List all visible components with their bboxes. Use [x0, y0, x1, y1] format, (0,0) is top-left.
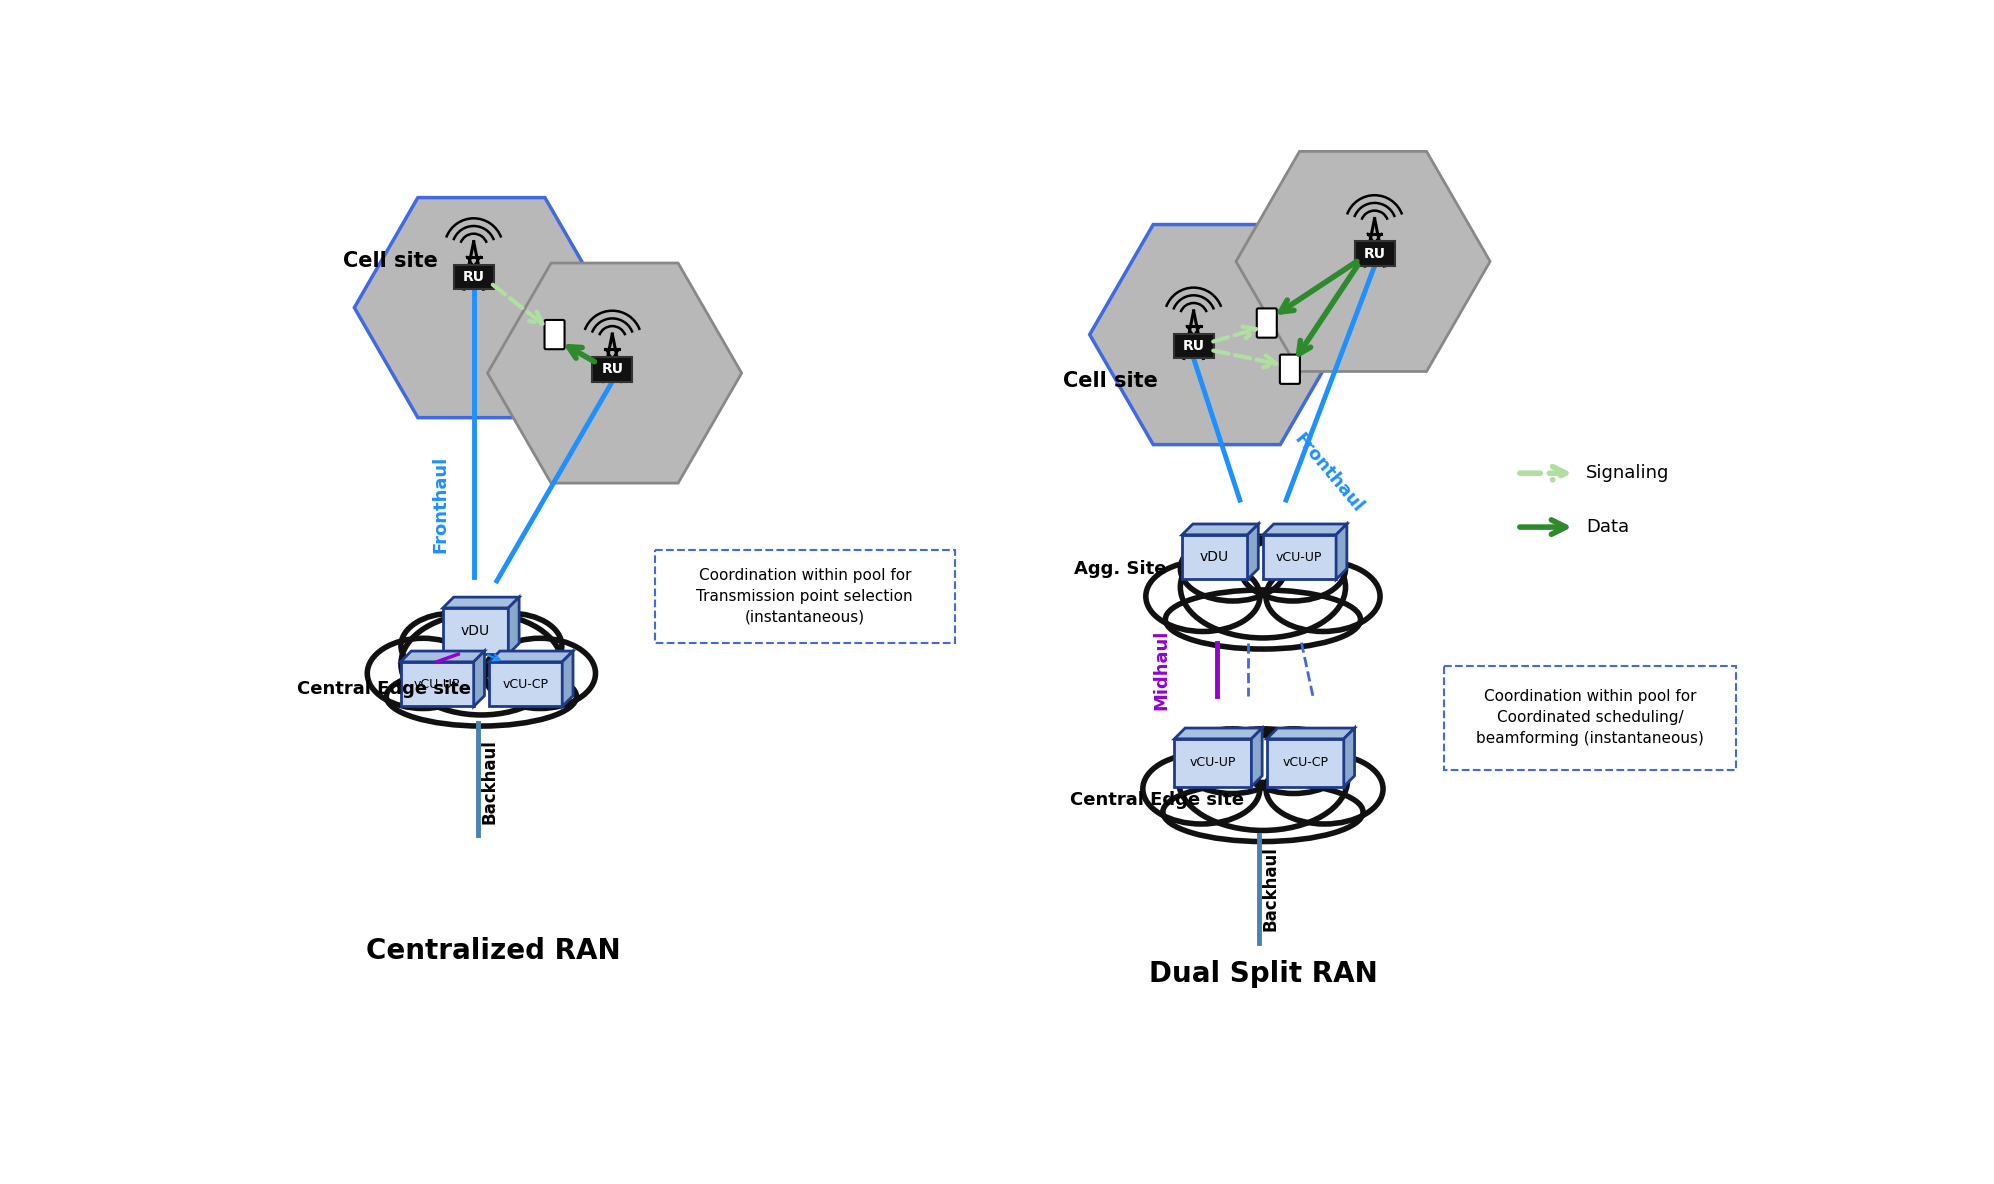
- Text: vCU-UP: vCU-UP: [1276, 551, 1322, 564]
- Ellipse shape: [1180, 536, 1346, 638]
- Text: vCU-CP: vCU-CP: [502, 677, 548, 690]
- Text: RU: RU: [1182, 339, 1204, 353]
- Ellipse shape: [401, 613, 562, 715]
- Polygon shape: [489, 651, 572, 662]
- FancyBboxPatch shape: [1256, 308, 1276, 337]
- Polygon shape: [1236, 152, 1490, 372]
- Polygon shape: [455, 264, 495, 289]
- Polygon shape: [1266, 739, 1344, 786]
- Polygon shape: [562, 651, 572, 707]
- Ellipse shape: [1147, 561, 1260, 631]
- Ellipse shape: [1163, 783, 1364, 842]
- Ellipse shape: [387, 667, 576, 726]
- Ellipse shape: [367, 638, 479, 708]
- Ellipse shape: [1178, 729, 1348, 830]
- Text: Central Edge site: Central Edge site: [297, 680, 471, 697]
- FancyBboxPatch shape: [654, 551, 955, 643]
- Polygon shape: [401, 651, 485, 662]
- Polygon shape: [1174, 739, 1252, 786]
- Polygon shape: [489, 263, 742, 483]
- Ellipse shape: [1266, 754, 1384, 824]
- Text: vCU-UP: vCU-UP: [1190, 757, 1236, 770]
- Text: Fronthaul: Fronthaul: [1290, 430, 1366, 516]
- Text: Cell site: Cell site: [1063, 371, 1159, 391]
- Text: vDU: vDU: [1200, 551, 1228, 564]
- Polygon shape: [355, 198, 608, 418]
- Polygon shape: [1252, 728, 1262, 786]
- Polygon shape: [489, 662, 562, 707]
- Ellipse shape: [1164, 590, 1360, 649]
- Polygon shape: [1354, 242, 1394, 266]
- Polygon shape: [1182, 535, 1248, 579]
- Polygon shape: [1248, 525, 1258, 579]
- Polygon shape: [1336, 525, 1346, 579]
- Text: Coordination within pool for
Transmission point selection
(instantaneous): Coordination within pool for Transmissio…: [696, 568, 913, 625]
- Text: Backhaul: Backhaul: [1262, 847, 1280, 932]
- Text: Fronthaul: Fronthaul: [431, 456, 449, 553]
- Ellipse shape: [459, 613, 562, 678]
- Polygon shape: [1262, 525, 1346, 535]
- Polygon shape: [475, 651, 485, 707]
- FancyBboxPatch shape: [1444, 665, 1737, 770]
- Text: RU: RU: [463, 270, 485, 284]
- Text: vDU: vDU: [461, 624, 491, 638]
- Polygon shape: [443, 607, 508, 654]
- Text: RU: RU: [602, 362, 624, 377]
- Text: Dual Split RAN: Dual Split RAN: [1149, 960, 1378, 987]
- Ellipse shape: [485, 638, 596, 708]
- FancyBboxPatch shape: [1280, 354, 1300, 384]
- Ellipse shape: [1143, 754, 1260, 824]
- Text: Signaling: Signaling: [1587, 464, 1669, 482]
- Text: Data: Data: [1587, 519, 1629, 536]
- Ellipse shape: [1266, 561, 1380, 631]
- Polygon shape: [401, 662, 475, 707]
- Text: RU: RU: [1364, 246, 1386, 260]
- Ellipse shape: [1178, 729, 1286, 793]
- Polygon shape: [1182, 525, 1258, 535]
- Text: Coordination within pool for
Coordinated scheduling/
beamforming (instantaneous): Coordination within pool for Coordinated…: [1476, 689, 1705, 746]
- Polygon shape: [592, 356, 632, 381]
- Polygon shape: [443, 597, 518, 607]
- Ellipse shape: [1180, 536, 1286, 601]
- Ellipse shape: [1240, 536, 1346, 601]
- Ellipse shape: [1240, 729, 1348, 793]
- Text: Agg. Site: Agg. Site: [1075, 560, 1166, 579]
- Polygon shape: [508, 597, 518, 654]
- Polygon shape: [1089, 225, 1344, 445]
- Text: Cell site: Cell site: [343, 251, 437, 271]
- Polygon shape: [1262, 535, 1336, 579]
- Polygon shape: [1174, 728, 1262, 739]
- Text: vCU-CP: vCU-CP: [1282, 757, 1328, 770]
- Text: Backhaul: Backhaul: [481, 739, 498, 824]
- Ellipse shape: [401, 613, 502, 678]
- Polygon shape: [1266, 728, 1354, 739]
- Polygon shape: [1174, 334, 1214, 359]
- Text: vCU-UP: vCU-UP: [413, 677, 461, 690]
- Polygon shape: [1344, 728, 1354, 786]
- Text: Centralized RAN: Centralized RAN: [365, 937, 620, 965]
- Text: Central Edge site: Central Edge site: [1071, 791, 1244, 810]
- Text: Midhaul: Midhaul: [1153, 630, 1170, 709]
- FancyBboxPatch shape: [544, 320, 564, 349]
